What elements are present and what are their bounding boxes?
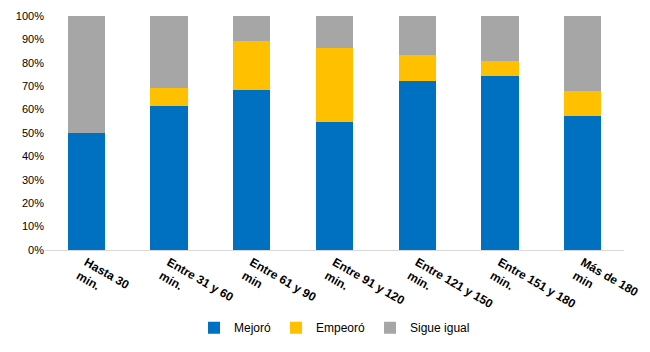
svg-text:Entre 91 y 120min.: Entre 91 y 120min. — [322, 255, 407, 321]
svg-text:Hasta 30min.: Hasta 30min. — [74, 255, 132, 305]
svg-text:Entre 31 y 60min.: Entre 31 y 60min. — [157, 255, 236, 318]
svg-text:10%: 10% — [22, 220, 44, 232]
html-text:Entre 121 y 150: Entre 121 y 150 — [412, 255, 496, 311]
svg-text:50%: 50% — [22, 127, 44, 139]
svg-text:Entre 151 y 180min.: Entre 151 y 180min. — [488, 255, 579, 324]
svg-text:40%: 40% — [22, 150, 44, 162]
svg-text:30%: 30% — [22, 174, 44, 186]
svg-text:Sigue igual: Sigue igual — [410, 321, 469, 335]
svg-text:Empeoró: Empeoró — [316, 321, 365, 335]
svg-text:90%: 90% — [22, 33, 44, 45]
svg-text:Mejoró: Mejoró — [234, 321, 271, 335]
html-text:min.: min. — [404, 268, 434, 293]
svg-text:0%: 0% — [28, 244, 44, 256]
svg-text:70%: 70% — [22, 80, 44, 92]
svg-text:100%: 100% — [16, 10, 44, 22]
svg-text:Más de 180min: Más de 180min — [570, 255, 641, 313]
svg-text:Entre 61 y 90min: Entre 61 y 90min — [239, 255, 318, 318]
svg-text:60%: 60% — [22, 103, 44, 115]
svg-text:80%: 80% — [22, 57, 44, 69]
svg-text:20%: 20% — [22, 197, 44, 209]
